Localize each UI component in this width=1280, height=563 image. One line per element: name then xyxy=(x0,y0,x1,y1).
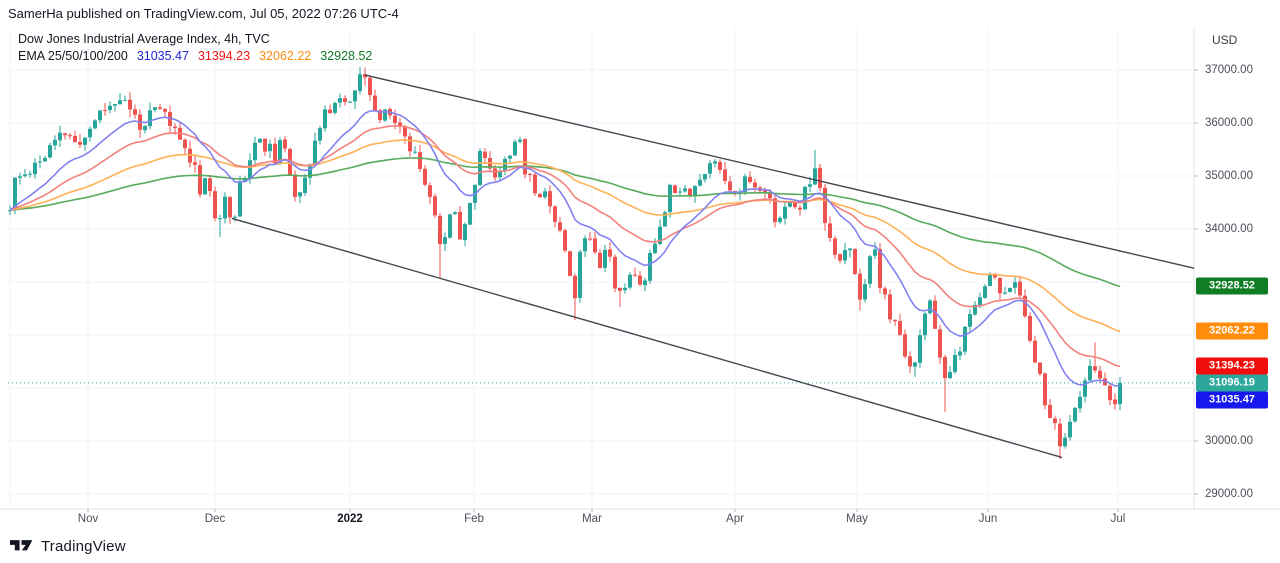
trend-channel[interactable] xyxy=(231,74,1195,459)
price-tick-label: 35000.00 xyxy=(1205,170,1253,182)
time-tick-label: Nov xyxy=(77,513,99,525)
ema200-value: 32928.52 xyxy=(320,49,373,63)
candlestick-series xyxy=(8,66,1122,460)
price-label-badge: 31096.19 xyxy=(1196,374,1268,392)
time-tick-label: 2022 xyxy=(337,513,363,525)
price-tick-label: 34000.00 xyxy=(1205,223,1253,235)
price-tick-label: 36000.00 xyxy=(1205,117,1253,129)
price-label-badge: 31394.23 xyxy=(1196,357,1268,375)
price-label-badge: 32928.52 xyxy=(1196,277,1268,295)
price-label-badge: 32062.22 xyxy=(1196,322,1268,340)
time-tick-label: Feb xyxy=(464,513,484,525)
time-tick-label: Dec xyxy=(204,513,226,525)
time-tick-label: May xyxy=(846,513,868,525)
ema-legend-label: EMA 25/50/100/200 xyxy=(18,49,128,63)
channel-lower-line xyxy=(231,217,1063,459)
time-tick-label: Mar xyxy=(582,513,602,525)
time-scale[interactable] xyxy=(0,509,1280,535)
price-tick-label: 30000.00 xyxy=(1205,435,1253,447)
ema100-value: 32062.22 xyxy=(259,49,312,63)
price-label-badge: 31035.47 xyxy=(1196,391,1268,409)
ema-lines xyxy=(9,110,1121,387)
ema200-line xyxy=(9,157,1121,288)
attribution-text: SamerHa published on TradingView.com, Ju… xyxy=(8,6,399,21)
ema25-value: 31035.47 xyxy=(136,49,189,63)
axis-borders xyxy=(0,28,1280,512)
ema50-line xyxy=(9,125,1121,368)
chart-legend: Dow Jones Industrial Average Index, 4h, … xyxy=(18,31,372,65)
price-tick-label: 29000.00 xyxy=(1205,488,1253,500)
channel-upper-line xyxy=(364,74,1195,269)
tradingview-logo[interactable]: TradingView xyxy=(10,538,126,555)
time-tick-label: Apr xyxy=(726,513,744,525)
ema-legend-row: EMA 25/50/100/200 31035.47 31394.23 32062.2… xyxy=(18,48,372,65)
ema100-line xyxy=(9,139,1121,333)
time-tick-label: Jul xyxy=(1110,513,1126,525)
time-tick-label: Jun xyxy=(978,513,998,525)
ema50-value: 31394.23 xyxy=(197,49,251,63)
grid xyxy=(8,28,1194,509)
tradingview-logo-icon xyxy=(10,540,33,551)
symbol-title: Dow Jones Industrial Average Index, 4h, … xyxy=(18,32,270,46)
price-tick-label: 37000.00 xyxy=(1205,64,1253,76)
tradingview-logo-text: TradingView xyxy=(41,538,126,555)
currency-label: USD xyxy=(1212,33,1238,47)
ema25-line xyxy=(9,110,1121,387)
